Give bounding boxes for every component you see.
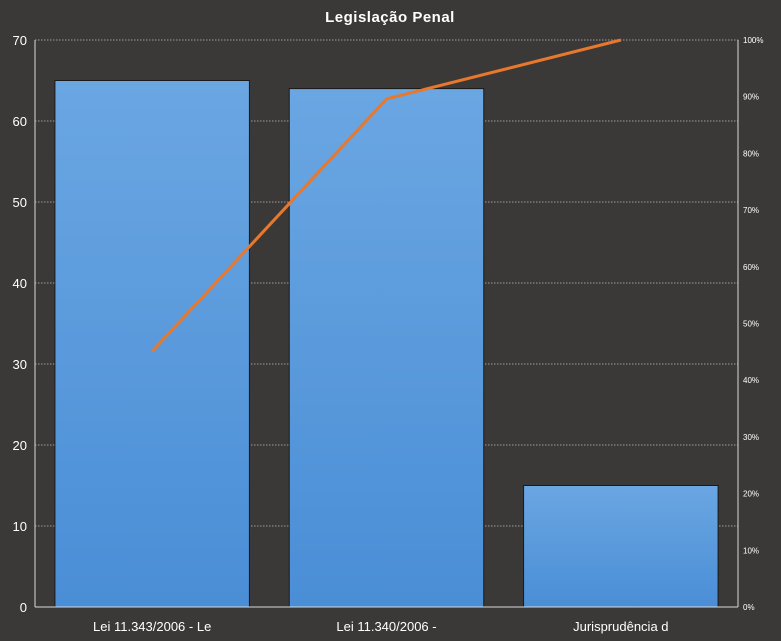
x-tick-label: Jurisprudência d [573, 619, 668, 634]
tick-labels: 0 10 20 30 40 50 60 70 0% 10% 20% 30% 40% 50% 60% 70% 80… [13, 33, 764, 634]
y2-tick-label: 0% [743, 603, 755, 612]
y2-tick-label: 100% [743, 36, 763, 45]
bars [54, 80, 719, 608]
y2-tick-label: 60% [743, 263, 759, 272]
y2-tick-label: 30% [743, 433, 759, 442]
x-tick-label: Lei 11.340/2006 - [336, 619, 436, 634]
y2-tick-label: 90% [743, 93, 759, 102]
y-tick-label: 10 [13, 519, 27, 534]
y-tick-label: 40 [13, 276, 27, 291]
x-tick-label: Lei 11.343/2006 - Le [93, 619, 211, 634]
y2-tick-label: 20% [743, 490, 759, 499]
y-tick-label: 70 [13, 33, 27, 48]
y2-tick-label: 50% [743, 320, 759, 329]
bar [523, 485, 719, 608]
y2-tick-label: 10% [743, 546, 759, 555]
axes [34, 40, 739, 608]
y2-tick-label: 70% [743, 206, 759, 215]
bar [288, 88, 485, 608]
y-tick-label: 50 [13, 195, 27, 210]
y2-tick-label: 40% [743, 376, 759, 385]
y-tick-label: 0 [20, 600, 27, 615]
y-tick-label: 30 [13, 357, 27, 372]
cumulative-line [151, 38, 622, 353]
y2-tick-label: 80% [743, 149, 759, 158]
y-tick-label: 20 [13, 438, 27, 453]
bar [54, 80, 250, 608]
chart-title: Legislação Penal [325, 9, 455, 26]
y-tick-label: 60 [13, 114, 27, 129]
cumulative-series-line [151, 38, 622, 353]
